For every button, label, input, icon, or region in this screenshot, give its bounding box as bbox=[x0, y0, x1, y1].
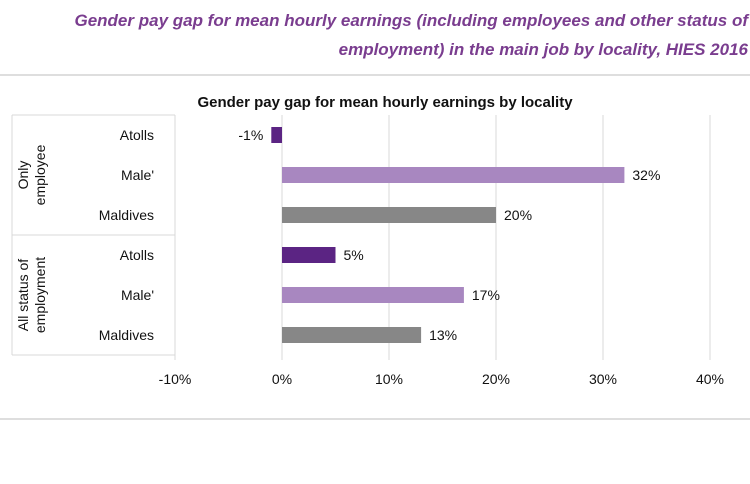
category-label: Atolls bbox=[120, 247, 154, 263]
x-tick-label: 0% bbox=[272, 371, 292, 387]
category-label: Male' bbox=[121, 167, 154, 183]
figure-heading-line-2: employment) in the main job by locality,… bbox=[338, 40, 748, 59]
category-label: Male' bbox=[121, 287, 154, 303]
bar bbox=[282, 167, 625, 183]
category-label: Maldives bbox=[99, 207, 154, 223]
group-label-line: Only bbox=[15, 161, 31, 190]
figure-heading: Gender pay gap for mean hourly earnings … bbox=[0, 6, 750, 64]
group-frame bbox=[11, 114, 176, 356]
category-label: Maldives bbox=[99, 327, 154, 343]
bar bbox=[271, 127, 282, 143]
x-tick-label: 30% bbox=[589, 371, 617, 387]
group-label-line: All status of bbox=[15, 259, 31, 331]
labels: -10% 0% 10% 20% 30% 40% Onlyemployee Atolls -1% M… bbox=[15, 127, 724, 387]
top-divider bbox=[0, 74, 750, 76]
bar bbox=[282, 247, 336, 263]
chart-title: Gender pay gap for mean hourly earnings … bbox=[197, 94, 573, 111]
data-label: 5% bbox=[344, 247, 364, 263]
group-label: Onlyemployee bbox=[15, 144, 48, 205]
data-label: 17% bbox=[472, 287, 500, 303]
bar bbox=[282, 327, 422, 343]
figure-heading-line-1: Gender pay gap for mean hourly earnings … bbox=[74, 11, 748, 30]
group-label: All status ofemployment bbox=[15, 257, 48, 333]
grid-lines bbox=[174, 115, 711, 360]
data-label: 20% bbox=[504, 207, 532, 223]
x-tick-label: 10% bbox=[375, 371, 403, 387]
x-tick-label: -10% bbox=[159, 371, 192, 387]
group-label-line: employment bbox=[32, 257, 48, 333]
data-label: 32% bbox=[632, 167, 660, 183]
bar bbox=[282, 287, 464, 303]
group-label-line: employee bbox=[32, 144, 48, 205]
data-label: 13% bbox=[429, 327, 457, 343]
x-tick-label: 20% bbox=[482, 371, 510, 387]
data-label: -1% bbox=[238, 127, 263, 143]
bars bbox=[271, 127, 625, 343]
category-label: Atolls bbox=[120, 127, 154, 143]
bar bbox=[282, 207, 496, 223]
bottom-divider bbox=[0, 418, 750, 420]
x-tick-label: 40% bbox=[696, 371, 724, 387]
